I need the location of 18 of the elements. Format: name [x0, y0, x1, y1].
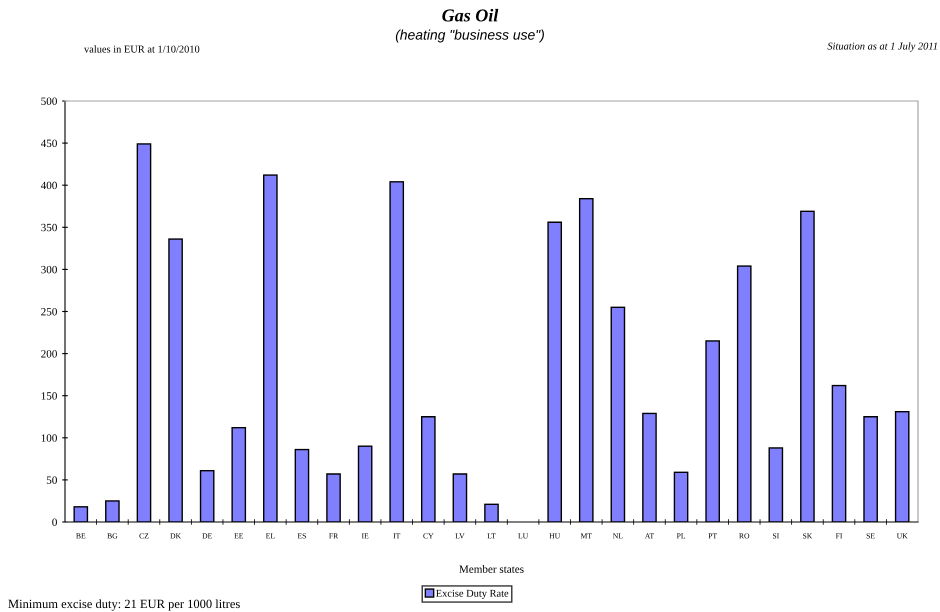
y-tick-label: 500: [41, 97, 57, 105]
y-tick-label: 200: [41, 350, 57, 358]
y-tick-label: 0: [52, 518, 57, 526]
y-tick-label: 450: [40, 140, 57, 148]
chart-title: Gas Oil: [442, 8, 498, 22]
y-tick-label: 150: [42, 392, 57, 400]
x-axis-title: Member states: [459, 565, 524, 573]
y-tick-label: 50: [46, 476, 57, 484]
chart-subtitle: (heating "business use"): [396, 30, 544, 42]
text: values in EUR at 1/10/2010: [84, 45, 200, 53]
y-tick-label: 400: [40, 182, 57, 190]
y-tick-label: 100: [42, 434, 57, 442]
y-tick-label: 300: [41, 266, 57, 274]
text: Situation as at 1 July 2011: [827, 42, 937, 52]
text: Minimum excise duty: 21 EUR per 1000 litres: [8, 599, 240, 611]
legend-label: Excise Duty Rate: [436, 590, 508, 599]
y-tick-label: 250: [41, 308, 57, 316]
y-tick-label: 350: [41, 224, 57, 232]
